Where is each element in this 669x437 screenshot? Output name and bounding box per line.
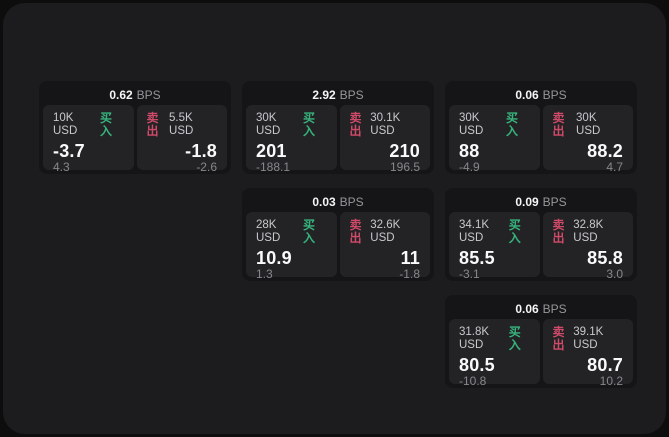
buy-price: 88 xyxy=(459,141,480,161)
spread-unit: BPS xyxy=(542,88,567,102)
buy-size: 34.1K USD xyxy=(459,219,490,244)
sell-sub-value: 10.2 xyxy=(599,374,623,388)
sell-size: 39.1K USD xyxy=(573,326,604,351)
sell-price: -1.8 xyxy=(185,141,217,161)
buy-panel[interactable]: 10K USD 买入 -3.7 4.3 xyxy=(43,105,134,174)
buy-tag: 买入 xyxy=(505,111,518,138)
quote-card: 2.92 BPS 30K USD 买入 201 -188.1 卖出 xyxy=(242,81,434,174)
spread-header: 0.03 BPS xyxy=(246,192,430,212)
sell-size: 32.8K USD xyxy=(573,219,604,244)
buy-sub-value: -3.1 xyxy=(459,267,480,281)
buy-tag: 买入 xyxy=(508,218,521,245)
sell-price: 88.2 xyxy=(587,141,623,161)
sell-tag: 卖出 xyxy=(349,218,362,245)
sell-panel[interactable]: 卖出 32.6K USD 11 -1.8 xyxy=(339,212,430,281)
sell-panel[interactable]: 卖出 5.5K USD -1.8 -2.6 xyxy=(136,105,227,174)
spread-unit: BPS xyxy=(542,195,567,209)
spread-unit: BPS xyxy=(542,302,567,316)
spread-value: 0.06 xyxy=(515,88,539,102)
spread-header: 0.62 BPS xyxy=(43,85,227,105)
spread-header: 0.06 BPS xyxy=(449,299,633,319)
sell-tag: 卖出 xyxy=(552,325,565,352)
buy-panel[interactable]: 28K USD 买入 10.9 1.3 xyxy=(246,212,337,281)
spread-header: 0.09 BPS xyxy=(449,192,633,212)
buy-size: 28K USD xyxy=(256,219,281,244)
buy-price: 85.5 xyxy=(459,248,495,268)
spread-header: 0.06 BPS xyxy=(449,85,633,105)
quote-card-grid: 0.62 BPS 10K USD 买入 -3.7 4.3 卖出 xyxy=(39,81,637,388)
buy-price: 201 xyxy=(256,141,287,161)
buy-sub-value: 4.3 xyxy=(53,160,70,174)
quote-card: 0.06 BPS 31.8K USD 买入 80.5 -10.8 卖 xyxy=(445,295,637,388)
sell-size: 30.1K USD xyxy=(370,112,401,137)
buy-panel[interactable]: 34.1K USD 买入 85.5 -3.1 xyxy=(449,212,540,281)
buy-tag: 买入 xyxy=(508,325,521,352)
sell-panel[interactable]: 卖出 32.8K USD 85.8 3.0 xyxy=(542,212,633,281)
quote-card: 0.09 BPS 34.1K USD 买入 85.5 -3.1 卖出 xyxy=(445,188,637,281)
spread-value: 0.03 xyxy=(312,195,336,209)
sell-sub-value: -1.8 xyxy=(399,267,420,281)
buy-sub-value: -10.8 xyxy=(459,374,487,388)
sell-sub-value: 4.7 xyxy=(606,160,623,174)
sell-size: 32.6K USD xyxy=(370,219,401,244)
buy-price: 10.9 xyxy=(256,248,292,268)
quote-card: 0.62 BPS 10K USD 买入 -3.7 4.3 卖出 xyxy=(39,81,231,174)
sell-tag: 卖出 xyxy=(552,111,565,138)
buy-size: 10K USD xyxy=(53,112,78,137)
spread-unit: BPS xyxy=(136,88,161,102)
buy-sub-value: -4.9 xyxy=(459,160,480,174)
main-panel: 0.62 BPS 10K USD 买入 -3.7 4.3 卖出 xyxy=(3,3,666,434)
buy-sub-value: 1.3 xyxy=(256,267,273,281)
spread-unit: BPS xyxy=(339,195,364,209)
sell-price: 210 xyxy=(389,141,420,161)
sell-sub-value: -2.6 xyxy=(196,160,217,174)
buy-size: 30K USD xyxy=(459,112,484,137)
sell-tag: 卖出 xyxy=(552,218,565,245)
buy-price: 80.5 xyxy=(459,355,495,375)
buy-tag: 买入 xyxy=(302,111,315,138)
sell-panel[interactable]: 卖出 39.1K USD 80.7 10.2 xyxy=(542,319,633,388)
sell-tag: 卖出 xyxy=(146,111,159,138)
buy-panel[interactable]: 31.8K USD 买入 80.5 -10.8 xyxy=(449,319,540,388)
sell-size: 5.5K USD xyxy=(169,112,194,137)
buy-tag: 买入 xyxy=(302,218,315,245)
sell-price: 85.8 xyxy=(587,248,623,268)
sell-sub-value: 3.0 xyxy=(606,267,623,281)
buy-size: 31.8K USD xyxy=(459,326,490,351)
spread-value: 0.06 xyxy=(515,302,539,316)
quote-card: 0.06 BPS 30K USD 买入 88 -4.9 卖出 xyxy=(445,81,637,174)
buy-panel[interactable]: 30K USD 买入 201 -188.1 xyxy=(246,105,337,174)
buy-size: 30K USD xyxy=(256,112,281,137)
sell-tag: 卖出 xyxy=(349,111,362,138)
sell-sub-value: 196.5 xyxy=(389,160,420,174)
buy-sub-value: -188.1 xyxy=(256,160,291,174)
sell-price: 11 xyxy=(400,248,420,268)
sell-size: 30K USD xyxy=(576,112,601,137)
buy-price: -3.7 xyxy=(53,141,85,161)
spread-value: 2.92 xyxy=(312,88,336,102)
buy-panel[interactable]: 30K USD 买入 88 -4.9 xyxy=(449,105,540,174)
sell-price: 80.7 xyxy=(587,355,623,375)
quote-card: 0.03 BPS 28K USD 买入 10.9 1.3 卖出 xyxy=(242,188,434,281)
buy-tag: 买入 xyxy=(99,111,112,138)
sell-panel[interactable]: 卖出 30K USD 88.2 4.7 xyxy=(542,105,633,174)
spread-value: 0.09 xyxy=(515,195,539,209)
spread-value: 0.62 xyxy=(109,88,133,102)
spread-header: 2.92 BPS xyxy=(246,85,430,105)
sell-panel[interactable]: 卖出 30.1K USD 210 196.5 xyxy=(339,105,430,174)
spread-unit: BPS xyxy=(339,88,364,102)
